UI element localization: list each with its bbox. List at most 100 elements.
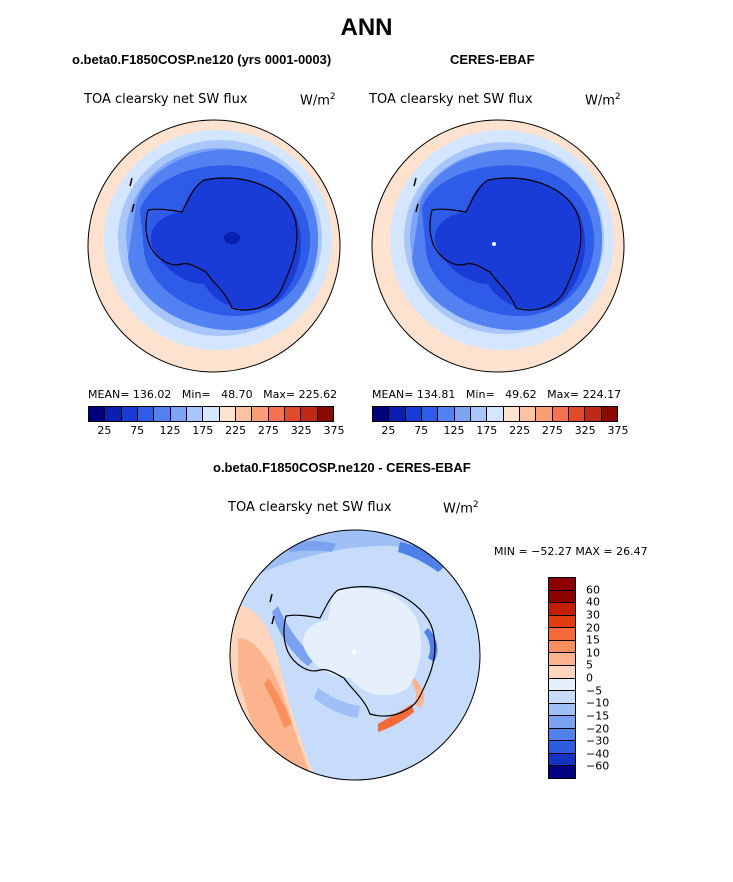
panel-1-max: 225.62 xyxy=(298,388,338,401)
colorbar-tick-label: 125 xyxy=(443,424,465,437)
colorbar-tick-label: 175 xyxy=(192,424,214,437)
page-title: ANN xyxy=(340,14,393,41)
colorbar-swatch xyxy=(235,407,253,421)
colorbar-swatch xyxy=(105,407,122,421)
panel-2-map xyxy=(371,119,625,373)
panel-2-colorbar-ticks: 25 75 125 175 225 275 325 375 xyxy=(372,424,628,438)
panel-2-variable: TOA clearsky net SW flux xyxy=(369,92,533,107)
colorbar-tick-label: 225 xyxy=(225,424,247,437)
panel-2-colorbar xyxy=(372,406,618,422)
panel-2-south-america-tip xyxy=(413,177,419,213)
colorbar-swatch xyxy=(219,407,236,421)
panel-1-title: o.beta0.F1850COSP.ne120 (yrs 0001-0003) xyxy=(72,52,332,67)
colorbar-swatch xyxy=(568,407,586,421)
difference-variable: TOA clearsky net SW flux xyxy=(228,500,392,515)
colorbar-tick-label: 125 xyxy=(159,424,181,437)
colorbar-tick-label: 375 xyxy=(323,424,345,437)
panel-1-min: 48.70 xyxy=(221,388,253,401)
panel-1-south-america-tip xyxy=(129,177,135,213)
colorbar-level-label: 60 xyxy=(586,583,600,597)
panel-1-variable: TOA clearsky net SW flux xyxy=(84,92,248,107)
colorbar-swatch xyxy=(89,407,106,421)
difference-map xyxy=(229,529,481,781)
colorbar-tick-label: 325 xyxy=(290,424,312,437)
colorbar-tick-label: 275 xyxy=(541,424,563,437)
colorbar-tick-label: 75 xyxy=(130,424,145,437)
colorbar-swatch xyxy=(549,766,575,778)
colorbar-swatch xyxy=(137,407,155,421)
panel-2-title: CERES-EBAF xyxy=(450,52,535,67)
colorbar-swatch xyxy=(454,407,471,421)
colorbar-swatch xyxy=(154,407,171,421)
colorbar-swatch xyxy=(549,603,575,616)
panel-2-antarctica-outline xyxy=(429,177,582,311)
colorbar-level-label: 10 xyxy=(586,646,600,660)
colorbar-swatch xyxy=(549,703,575,717)
colorbar-level-label: −60 xyxy=(586,759,610,773)
panel-1-antarctica-outline xyxy=(145,177,298,311)
colorbar-swatch xyxy=(487,407,504,421)
panel-1-units: W/m2 xyxy=(300,92,336,109)
panel-2-units: W/m2 xyxy=(585,92,621,109)
colorbar-tick-label: 75 xyxy=(414,424,429,437)
panel-1-map xyxy=(87,119,341,373)
panel-2-mean: 134.81 xyxy=(416,388,456,401)
panel-1-mean: 136.02 xyxy=(132,388,172,401)
colorbar-level-label: 30 xyxy=(586,608,600,622)
colorbar-swatch xyxy=(405,407,422,421)
colorbar-swatch xyxy=(186,407,204,421)
difference-stats: MIN = −52.27 MAX = 26.47 xyxy=(494,545,648,558)
colorbar-tick-label: 225 xyxy=(509,424,531,437)
difference-colorbar-labels: 60 40 30 20 15 10 5 0 −5 −10 −15 −20 −30 −40 −60 xyxy=(586,577,626,779)
colorbar-swatch xyxy=(549,728,575,742)
difference-title: o.beta0.F1850COSP.ne120 - CERES-EBAF xyxy=(213,460,471,475)
colorbar-swatch xyxy=(301,407,318,421)
colorbar-level-label: 15 xyxy=(586,633,600,647)
colorbar-swatch xyxy=(203,407,220,421)
colorbar-level-label: 5 xyxy=(586,658,593,672)
colorbar-tick-label: 375 xyxy=(607,424,629,437)
colorbar-swatch xyxy=(552,407,569,421)
colorbar-swatch xyxy=(252,407,269,421)
panel-2-min: 49.62 xyxy=(505,388,537,401)
panel-1-colorbar-ticks: 25 75 125 175 225 275 325 375 xyxy=(88,424,344,438)
colorbar-swatch xyxy=(503,407,520,421)
difference-units: W/m2 xyxy=(443,500,479,517)
colorbar-level-label: 20 xyxy=(586,621,600,634)
colorbar-tick-label: 275 xyxy=(257,424,279,437)
colorbar-swatch xyxy=(438,407,455,421)
colorbar-swatch xyxy=(549,691,575,704)
colorbar-swatch xyxy=(470,407,488,421)
difference-map-border xyxy=(229,529,481,781)
colorbar-level-label: −30 xyxy=(586,734,610,748)
colorbar-tick-label: 175 xyxy=(476,424,498,437)
colorbar-level-label: −40 xyxy=(586,747,610,761)
colorbar-swatch xyxy=(317,407,333,421)
colorbar-swatch xyxy=(519,407,537,421)
difference-antarctica-outline xyxy=(283,586,436,717)
colorbar-swatch xyxy=(549,741,575,754)
colorbar-swatch xyxy=(549,665,575,679)
colorbar-level-label: 40 xyxy=(586,595,600,609)
colorbar-swatch xyxy=(121,407,138,421)
colorbar-swatch xyxy=(389,407,406,421)
colorbar-swatch xyxy=(421,407,439,421)
colorbar-level-label: −20 xyxy=(586,722,610,735)
colorbar-swatch xyxy=(549,628,575,641)
panel-1-fill xyxy=(88,120,340,372)
colorbar-swatch xyxy=(284,407,302,421)
colorbar-level-label: −15 xyxy=(586,709,610,723)
panel-1-map-border xyxy=(87,119,341,373)
difference-fill xyxy=(230,530,480,780)
colorbar-swatch xyxy=(601,407,617,421)
colorbar-swatch xyxy=(585,407,602,421)
difference-south-america-tip xyxy=(269,593,275,625)
colorbar-swatch xyxy=(549,615,575,629)
panel-2-map-border xyxy=(371,119,625,373)
colorbar-tick-label: 25 xyxy=(97,424,112,437)
colorbar-tick-label: 25 xyxy=(381,424,396,437)
colorbar-swatch xyxy=(268,407,285,421)
colorbar-swatch xyxy=(549,753,575,767)
difference-colorbar xyxy=(548,577,576,779)
colorbar-level-label: 0 xyxy=(586,671,593,685)
